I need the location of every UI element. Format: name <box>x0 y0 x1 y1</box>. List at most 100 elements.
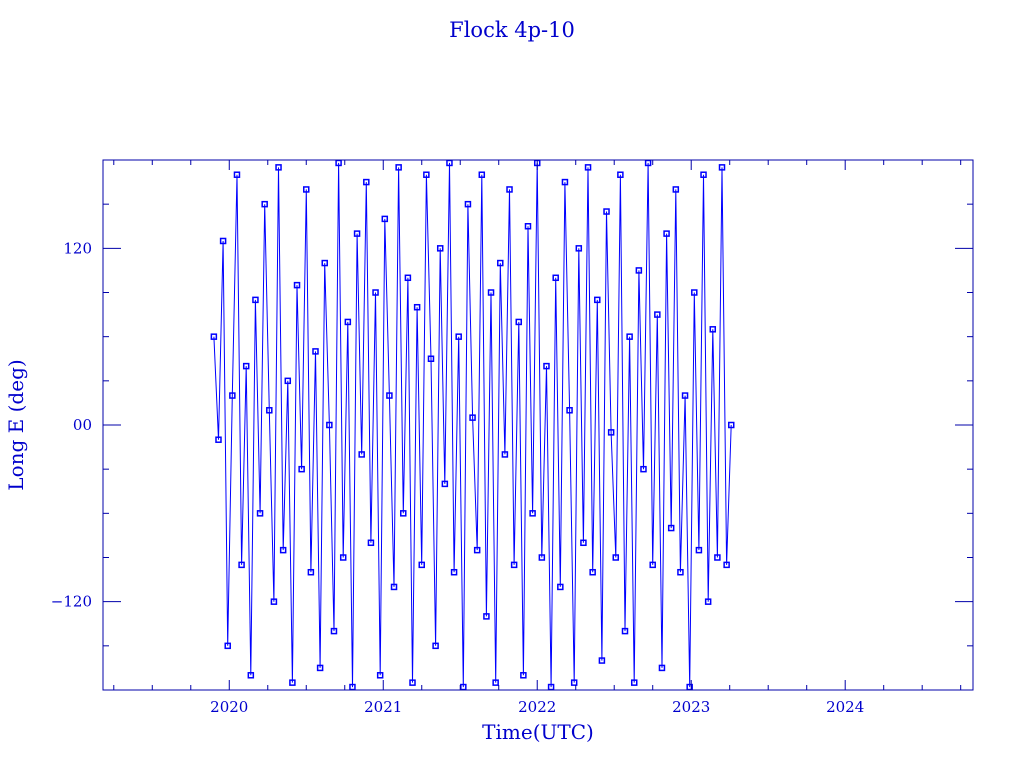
x-tick-label: 2022 <box>518 698 556 716</box>
data-point <box>266 407 273 414</box>
data-point <box>432 642 439 650</box>
data-point <box>344 318 352 326</box>
data-point <box>506 186 513 193</box>
data-point <box>492 679 499 686</box>
data-point <box>238 561 245 569</box>
data-point <box>603 208 610 215</box>
data-point <box>727 421 735 429</box>
data-point <box>575 245 583 252</box>
data-point <box>524 223 532 230</box>
data-point <box>529 510 536 517</box>
data-point <box>210 333 218 340</box>
x-axis-label: Time(UTC) <box>482 720 594 744</box>
data-point <box>307 568 315 576</box>
data-point <box>635 267 643 274</box>
data-point <box>557 583 564 591</box>
data-point <box>538 554 546 561</box>
data-point <box>695 546 703 554</box>
data-point <box>704 598 712 605</box>
data-point <box>427 355 435 362</box>
data-point <box>418 561 425 569</box>
data-point <box>607 429 615 436</box>
data-point <box>589 568 596 576</box>
data-point <box>353 230 361 237</box>
data-point <box>709 326 717 333</box>
data-point <box>367 539 375 547</box>
data-point <box>413 303 421 311</box>
data-point <box>626 333 633 340</box>
chart-title: Flock 4p-10 <box>449 18 575 42</box>
data-point <box>450 568 458 576</box>
data-point <box>372 289 379 296</box>
data-point <box>501 451 509 458</box>
data-point <box>386 392 393 399</box>
y-axis-label: Long E (deg) <box>4 359 28 490</box>
data-point <box>552 274 559 282</box>
data-point <box>640 465 647 473</box>
data-point <box>252 296 259 304</box>
data-point <box>497 259 504 267</box>
data-point <box>284 377 292 385</box>
y-tick-label: 00 <box>73 416 92 434</box>
data-point <box>654 311 661 318</box>
data-point <box>487 289 495 296</box>
data-point <box>718 164 726 171</box>
data-point <box>261 200 268 208</box>
data-layer <box>210 159 735 691</box>
data-point <box>473 546 481 554</box>
data-point <box>326 421 333 429</box>
data-point <box>219 237 227 245</box>
data-point <box>570 679 578 686</box>
data-point <box>279 546 287 554</box>
data-point <box>233 171 241 178</box>
data-point <box>224 642 231 650</box>
data-point <box>400 510 407 517</box>
data-point <box>229 392 236 399</box>
data-point <box>298 465 305 473</box>
data-point <box>376 672 384 679</box>
x-tick-label: 2024 <box>826 698 864 716</box>
data-point <box>515 318 523 326</box>
data-point <box>700 171 707 178</box>
data-point <box>247 672 255 679</box>
data-point <box>663 230 670 237</box>
data-point <box>584 164 592 171</box>
data-point <box>543 362 550 370</box>
data-point <box>390 583 398 591</box>
data-point <box>617 171 624 178</box>
data-point <box>478 171 486 178</box>
y-tick-label: 120 <box>63 239 92 257</box>
data-point <box>677 568 684 576</box>
data-point <box>667 524 675 532</box>
data-point <box>566 407 573 414</box>
data-point <box>723 561 730 569</box>
data-point <box>681 392 689 399</box>
data-point <box>649 561 656 569</box>
data-point <box>441 480 449 488</box>
data-point <box>270 598 278 605</box>
data-point <box>339 554 347 561</box>
data-point <box>358 451 365 458</box>
data-point <box>691 289 698 296</box>
data-point <box>242 362 250 370</box>
data-point <box>404 274 412 282</box>
x-tick-label: 2020 <box>210 698 248 716</box>
data-point <box>215 436 222 443</box>
data-point <box>621 627 629 635</box>
x-tick-label: 2023 <box>672 698 710 716</box>
y-tick-label: −120 <box>51 593 92 611</box>
data-point <box>289 679 296 686</box>
data-point <box>520 672 527 679</box>
data-point <box>395 164 402 171</box>
data-point <box>483 613 490 620</box>
data-point <box>510 561 518 569</box>
data-point <box>464 200 472 208</box>
data-point <box>436 245 444 252</box>
data-point <box>316 664 324 672</box>
data-point <box>714 554 721 561</box>
data-point <box>381 215 389 223</box>
data-point <box>423 171 430 178</box>
data-point <box>630 679 638 686</box>
data-point <box>469 414 476 421</box>
